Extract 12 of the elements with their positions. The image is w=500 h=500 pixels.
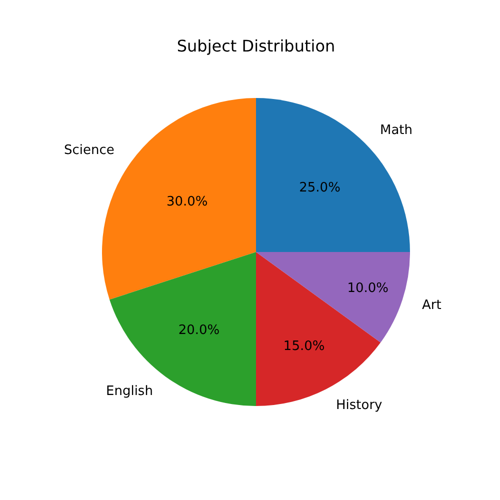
data-label: 15.0% (283, 338, 325, 354)
data-label: 30.0% (166, 194, 208, 210)
data-label: 20.0% (178, 322, 220, 338)
slice-label: Math (380, 123, 413, 138)
slice-label: Art (422, 298, 442, 313)
data-label: 10.0% (347, 280, 389, 296)
slice-label: Science (64, 143, 114, 158)
slice-label: English (106, 384, 153, 399)
pie-slice (256, 98, 410, 252)
chart-title: Subject Distribution (176, 36, 336, 56)
slice-label: History (336, 398, 383, 413)
data-label: 25.0% (299, 180, 340, 196)
